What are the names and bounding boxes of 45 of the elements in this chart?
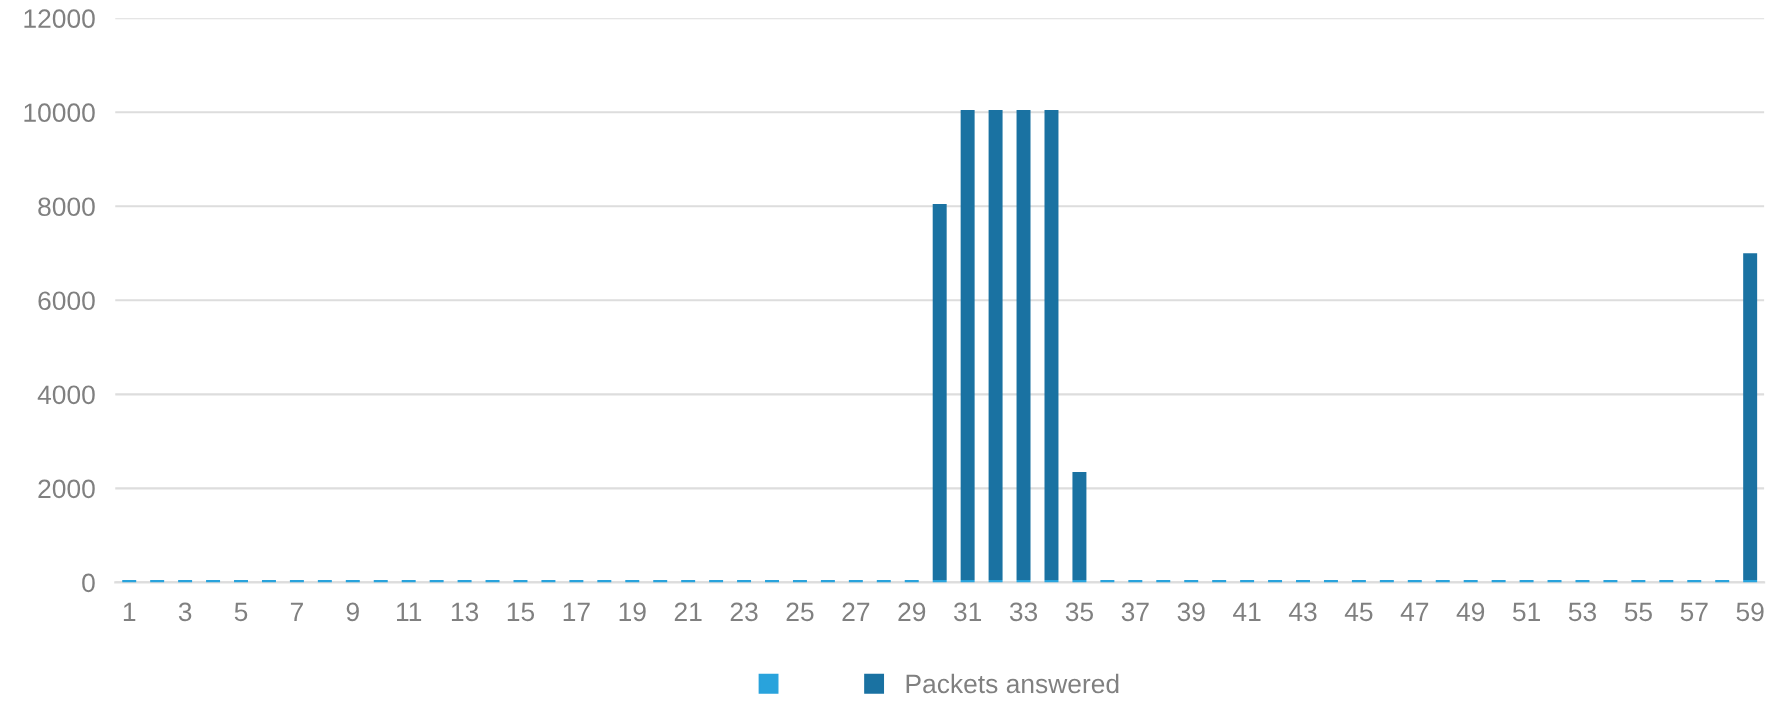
bar — [1016, 109, 1031, 581]
bar — [1044, 109, 1059, 581]
bar — [1743, 253, 1758, 581]
x-tick-label: 27 — [842, 602, 870, 621]
x-tick-label: 23 — [730, 602, 758, 622]
bar — [932, 203, 947, 581]
x-tick-label: 53 — [1568, 602, 1596, 622]
y-tick-label: 12000 — [24, 9, 95, 29]
x-tick-label: 1 — [123, 602, 136, 621]
y-tick-label: 0 — [82, 573, 95, 593]
x-tick-label: 35 — [1065, 602, 1093, 622]
x-tick-label: 47 — [1400, 602, 1429, 621]
y-tick-label: 6000 — [38, 291, 95, 311]
x-tick-label: 43 — [1288, 602, 1317, 622]
x-tick-label: 13 — [451, 602, 479, 622]
y-tick-label: 8000 — [38, 197, 95, 217]
x-tick-label: 37 — [1121, 602, 1149, 622]
x-tick-label: 41 — [1233, 602, 1261, 621]
x-tick-label: 15 — [507, 602, 535, 622]
x-tick-label: 17 — [563, 602, 590, 621]
legend-label: Packets answered — [906, 673, 1119, 694]
x-tick-label: 31 — [953, 602, 982, 622]
x-tick-label: 57 — [1680, 602, 1708, 622]
y-tick-label: 10000 — [24, 103, 95, 123]
x-tick-label: 21 — [674, 602, 702, 621]
x-tick-label: 9 — [346, 602, 359, 622]
x-tick-label: 7 — [290, 602, 303, 621]
y-tick-label: 2000 — [38, 479, 95, 499]
x-tick-label: 25 — [786, 602, 814, 622]
x-tick-label: 5 — [234, 602, 248, 622]
x-tick-label: 49 — [1456, 602, 1485, 622]
x-tick-label: 59 — [1736, 602, 1764, 622]
x-tick-label: 3 — [178, 602, 192, 622]
x-tick-label: 39 — [1177, 602, 1205, 622]
x-tick-label: 11 — [397, 602, 422, 621]
x-tick-label: 33 — [1009, 602, 1038, 622]
bar — [960, 109, 975, 581]
x-tick-label: 29 — [898, 602, 926, 622]
x-tick-label: 55 — [1624, 602, 1652, 622]
x-tick-label: 19 — [619, 602, 646, 622]
x-tick-label: 45 — [1344, 602, 1373, 622]
x-tick-label: 51 — [1512, 602, 1540, 622]
bar — [988, 109, 1003, 581]
bar — [1072, 471, 1087, 581]
y-tick-label: 4000 — [37, 385, 95, 405]
